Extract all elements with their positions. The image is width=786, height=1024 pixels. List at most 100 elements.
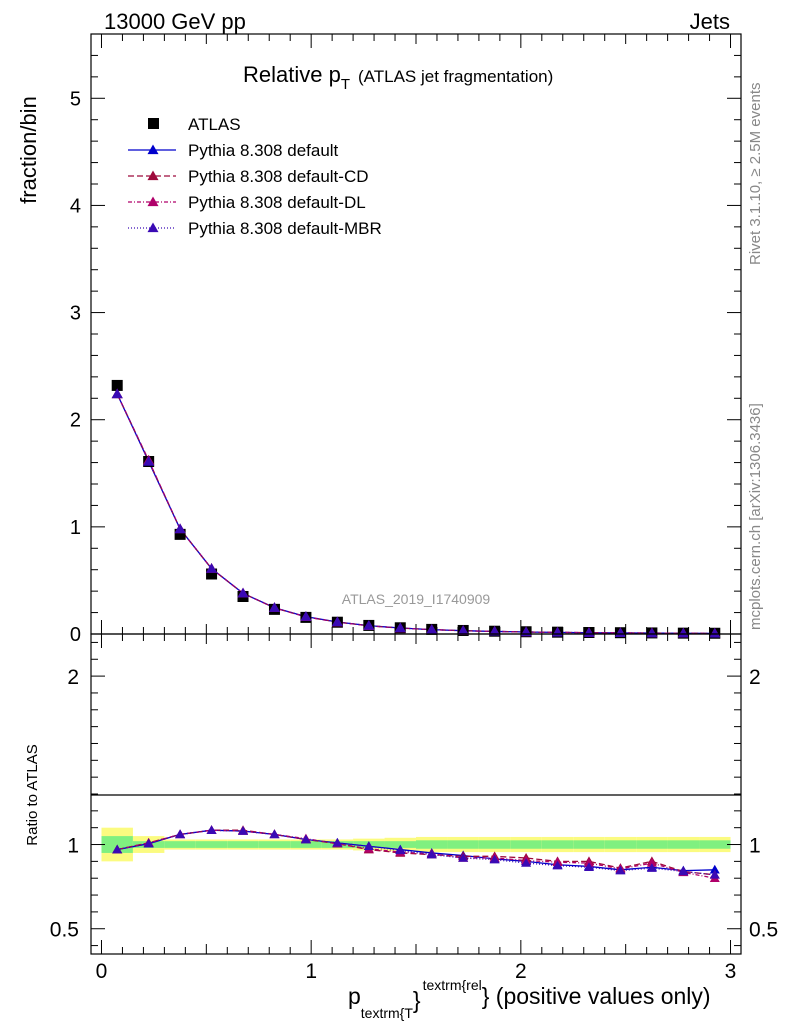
process-label: Jets [690,9,730,34]
legend-marker-square [148,118,159,129]
legend-marker-triangle [147,222,159,233]
ratio-xtick-label: 2 [515,960,527,983]
ratio-point [395,845,406,855]
stat-uncertainty-band [604,840,637,849]
ratio-point [206,825,217,834]
mcplots-label: mcplots.cern.ch [arXiv:1306.3436] [747,403,764,630]
mc-point [268,602,280,612]
ratio-point [175,829,186,839]
ratio-point [112,844,123,854]
ratio-xtick-label: 1 [305,960,317,983]
stat-uncertainty-band [447,840,479,849]
ratio-y-axis-label: Ratio to ATLAS [24,744,41,845]
atlas-point [111,379,123,391]
ratio-point [238,826,249,835]
mc-point [174,523,186,534]
ratio-xtick-label: 3 [725,960,737,983]
ratio-series-line [117,829,715,876]
ratio-ytick-label: 2 [67,666,79,689]
mc-point [363,620,375,630]
ratio-frame [90,633,742,955]
mc-point [143,456,155,466]
ratio-ytick-label: 1 [67,835,79,858]
stat-uncertainty-band [510,840,542,849]
rivet-label: Rivet 3.1.10, ≥ 2.5M events [747,83,764,266]
stat-uncertainty-band [573,840,605,849]
ratio-point [646,863,657,872]
ratio-plot-panel: 0.5 0.5 1 1 2 2 0 1 2 3 Ratio to ATLAS ptextrm{T}… [24,633,778,1021]
atlas-point [206,568,218,580]
mc-point [677,627,689,638]
ratio-point [521,858,532,867]
ratio-point [458,853,469,862]
stat-uncertainty-band [195,841,228,848]
mc-point [646,627,658,638]
main-ytick-label: 4 [70,195,81,217]
mc-point [237,587,249,598]
legend-marker-triangle [147,196,159,207]
ratio-point [646,858,657,867]
ratio-point [363,841,374,850]
legend-label: Pythia 8.308 default-MBR [188,219,382,238]
plot-title: Relative pT (ATLAS jet fragmentation) [243,62,553,93]
stat-uncertainty-band [541,840,574,849]
ratio-point [300,834,311,844]
legend-marker-triangle [147,144,159,155]
stat-uncertainty-band [258,841,291,848]
mc-point [111,388,123,399]
main-ytick-label: 5 [70,88,81,110]
ratio-point [583,862,594,872]
main-data-marks [111,379,721,639]
ratio-point [678,866,689,876]
ratio-point [552,860,563,870]
ratio-xtick-label: 0 [96,960,108,983]
main-ytick-label: 0 [70,624,81,646]
stat-uncertainty-band [164,841,196,848]
ratio-point [709,864,720,874]
mc-point [709,627,721,638]
ratio-series-line [117,829,715,876]
mc-point [394,622,406,633]
atlas-point [174,528,186,540]
stat-uncertainty-band [384,841,416,848]
ratio-point [489,854,500,864]
ratio-data-marks [112,825,720,882]
mc-point [206,563,218,573]
legend: ATLAS Pythia 8.308 default Pythia 8.308 de… [128,115,382,238]
main-y-axis-label: fraction/bin [16,96,41,204]
legend-label: Pythia 8.308 default-DL [188,193,366,212]
main-axis-ticks: 0 1 2 3 4 5 [70,34,741,646]
stat-uncertainty-band [290,841,322,848]
mc-point [331,616,343,627]
ratio-ytick-label-right: 0.5 [749,919,778,942]
stat-uncertainty-band [699,840,731,849]
analysis-label: ATLAS_2019_I1740909 [342,591,491,607]
stat-uncertainty-band [416,840,448,849]
main-ytick-label: 2 [70,410,81,432]
ratio-ytick-label-right: 2 [749,666,761,689]
ratio-ytick-label: 0.5 [50,919,79,942]
ratio-point [615,865,626,875]
ratio-axis-ticks: 0.5 0.5 1 1 2 2 0 1 2 3 [50,634,778,983]
mc-point [300,611,312,621]
legend-marker-triangle [147,170,159,181]
series-line [116,393,715,635]
main-ytick-label: 1 [70,517,81,539]
main-ytick-label: 3 [70,303,81,325]
ratio-point [143,838,154,848]
stat-uncertainty-band [667,840,700,849]
stat-uncertainty-band [636,840,668,849]
stat-uncertainty-band [227,841,259,848]
x-axis-label: ptextrm{T}textrm{rel} (positive values o… [348,977,711,1021]
ratio-point [269,829,280,839]
ratio-series-line [117,829,715,879]
main-plot-panel: 0 1 2 3 4 5 Relative pT (ATLAS jet fragmentati… [16,33,742,646]
legend-label: Pythia 8.308 default [188,141,339,160]
mc-point [489,625,501,636]
energy-label: 13000 GeV pp [104,9,246,34]
stat-uncertainty-band [478,840,511,849]
ratio-ytick-label-right: 1 [749,835,761,858]
legend-label: ATLAS [188,115,241,134]
ratio-point [332,837,343,847]
